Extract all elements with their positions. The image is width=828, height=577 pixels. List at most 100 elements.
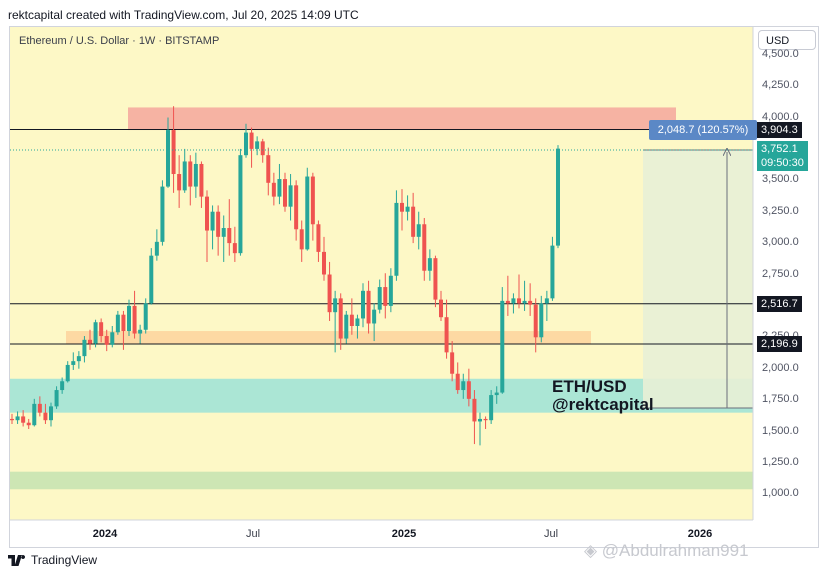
candle-body [455, 373, 460, 391]
candle [15, 411, 20, 424]
candle-body [539, 303, 544, 338]
candle-body [115, 314, 120, 333]
candle [60, 377, 65, 394]
candle-body [505, 300, 510, 304]
candle-body [489, 395, 494, 421]
candle-body [316, 224, 321, 252]
candle-body [283, 179, 287, 207]
chart-credit: rektcapital created with TradingView.com… [8, 8, 359, 22]
candle-body [65, 364, 70, 382]
candle-body [32, 403, 37, 426]
candle-body [517, 298, 521, 304]
candle [110, 325, 115, 348]
candle-body [466, 381, 471, 399]
candle [249, 127, 254, 168]
candle [433, 255, 438, 308]
candle [427, 249, 432, 281]
candle [539, 295, 544, 343]
candle [232, 226, 237, 262]
y-tick-label: 1,750.0 [762, 393, 799, 406]
candle-body [450, 352, 455, 374]
y-tick-label: 3,250.0 [762, 204, 799, 217]
candle [43, 403, 48, 424]
candle-body [511, 298, 516, 304]
candle-body [238, 155, 243, 254]
candle-body [127, 305, 131, 332]
candle [505, 275, 510, 316]
candle [93, 319, 98, 348]
candle-body [344, 314, 349, 339]
candle-body [60, 381, 65, 391]
candle-body [210, 211, 215, 231]
candle-body [121, 314, 126, 332]
candle [121, 310, 126, 350]
candle-body [99, 322, 104, 337]
candle [344, 310, 349, 344]
candle-body [444, 317, 449, 353]
candle [416, 211, 421, 250]
candle [199, 161, 204, 208]
candle [322, 236, 326, 281]
candle [489, 390, 494, 424]
candle-body [171, 130, 176, 175]
candle [143, 298, 148, 334]
candle [271, 172, 276, 206]
candle-body [483, 418, 488, 421]
candle-body [550, 245, 555, 299]
candle [188, 155, 193, 206]
candle-body [76, 356, 81, 362]
candle [160, 180, 165, 246]
tradingview-logo[interactable]: TradingView [8, 553, 97, 567]
candle [450, 341, 455, 382]
candle [333, 290, 338, 353]
candle [166, 117, 170, 188]
measurement-label: 2,048.7 (120.57%) [649, 120, 757, 140]
candle [349, 298, 354, 335]
candle [138, 324, 143, 344]
candle [316, 220, 321, 262]
candle-body [249, 132, 254, 149]
candle [227, 199, 232, 256]
candle-body [322, 251, 326, 275]
candle [266, 147, 271, 196]
candle-body [54, 390, 59, 407]
candle [405, 195, 410, 221]
candle [193, 152, 198, 198]
annotation-pair: ETH/USD [552, 377, 627, 396]
candle-body [138, 329, 143, 334]
candle-body [472, 398, 477, 422]
measure-range-box [643, 150, 753, 408]
candle [37, 396, 42, 417]
candle-body [377, 287, 382, 310]
candle [177, 155, 182, 208]
candle-body [221, 228, 226, 237]
candle [394, 190, 399, 281]
candle [550, 236, 555, 301]
y-tick-label: 3,000.0 [762, 236, 799, 249]
candle-body [461, 381, 466, 391]
candle-body [205, 196, 209, 231]
candle-body [154, 241, 159, 256]
candle [522, 280, 527, 311]
candle [32, 398, 37, 427]
candle [327, 261, 332, 321]
candle [26, 418, 31, 429]
current-price-tag: 3,752.1 09:50:30 [757, 140, 808, 171]
candle [439, 290, 443, 321]
candle-body [26, 422, 31, 426]
candle [132, 290, 137, 339]
candle-body [199, 163, 204, 197]
x-tick-label: Jul [245, 528, 261, 540]
currency-button[interactable]: USD [758, 30, 816, 50]
candle-body [49, 406, 53, 421]
candle-body [416, 224, 421, 237]
candle-body [160, 186, 165, 242]
candle [288, 174, 293, 221]
candle-body [93, 322, 98, 344]
level-price-tag: 2,196.9 [757, 335, 802, 352]
candle [511, 293, 516, 314]
candle [338, 293, 343, 350]
candle-body [193, 163, 198, 187]
candle [71, 352, 76, 370]
y-tick-label: 1,000.0 [762, 487, 799, 500]
